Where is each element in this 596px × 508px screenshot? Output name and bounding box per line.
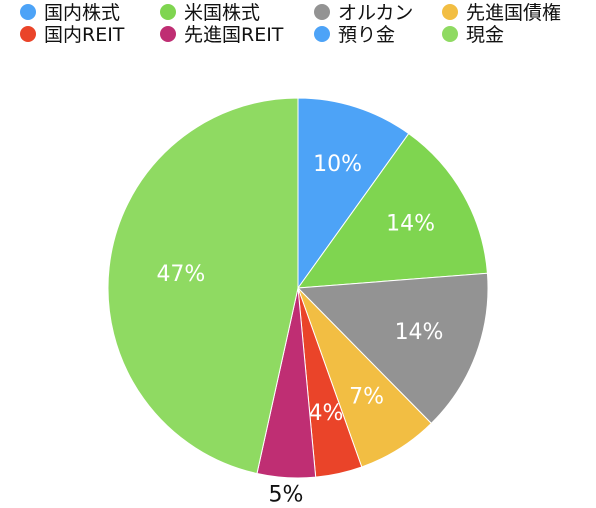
legend-swatch bbox=[442, 26, 458, 42]
data-labels: 10% 14% 14% 7%4% 5% 47% bbox=[156, 152, 443, 507]
legend-item: オルカン bbox=[314, 2, 413, 24]
legend-item: 先進国債権 bbox=[442, 2, 561, 24]
legend-item: 米国株式 bbox=[160, 2, 260, 24]
legend-label: 先進国REIT bbox=[184, 24, 284, 46]
data-label: 5% bbox=[268, 482, 303, 507]
legend-item: 先進国REIT bbox=[160, 24, 284, 46]
data-label: 14% bbox=[395, 320, 444, 345]
data-label: 47% bbox=[156, 262, 205, 287]
data-label: 10% bbox=[313, 152, 362, 177]
legend-swatch bbox=[442, 4, 458, 20]
legend-item: 国内REIT bbox=[20, 24, 125, 46]
legend-label: 現金 bbox=[466, 24, 504, 46]
data-label: 7% bbox=[349, 384, 384, 409]
data-label: 14% bbox=[386, 212, 435, 237]
legend-label: 米国株式 bbox=[184, 2, 260, 24]
legend-swatch bbox=[160, 26, 176, 42]
legend-swatch bbox=[20, 26, 36, 42]
legend-swatch bbox=[314, 4, 330, 20]
legend-swatch bbox=[160, 4, 176, 20]
legend-swatch bbox=[314, 26, 330, 42]
legend-swatch bbox=[20, 4, 36, 20]
legend-item: 預り金 bbox=[314, 24, 395, 46]
data-label: 4% bbox=[308, 401, 343, 426]
pie-slice bbox=[297, 97, 410, 290]
legend-label: 国内株式 bbox=[44, 2, 120, 24]
legend-item: 国内株式 bbox=[20, 2, 120, 24]
legend-label: 預り金 bbox=[338, 24, 395, 46]
legend-label: 先進国債権 bbox=[466, 2, 561, 24]
pie-slice bbox=[296, 272, 489, 425]
pie-slices bbox=[107, 97, 489, 479]
legend-item: 現金 bbox=[442, 24, 504, 46]
pie-slice bbox=[296, 132, 488, 289]
legend-label: オルカン bbox=[338, 2, 413, 24]
legend-label: 国内REIT bbox=[44, 24, 125, 46]
pie-slice bbox=[107, 97, 299, 475]
